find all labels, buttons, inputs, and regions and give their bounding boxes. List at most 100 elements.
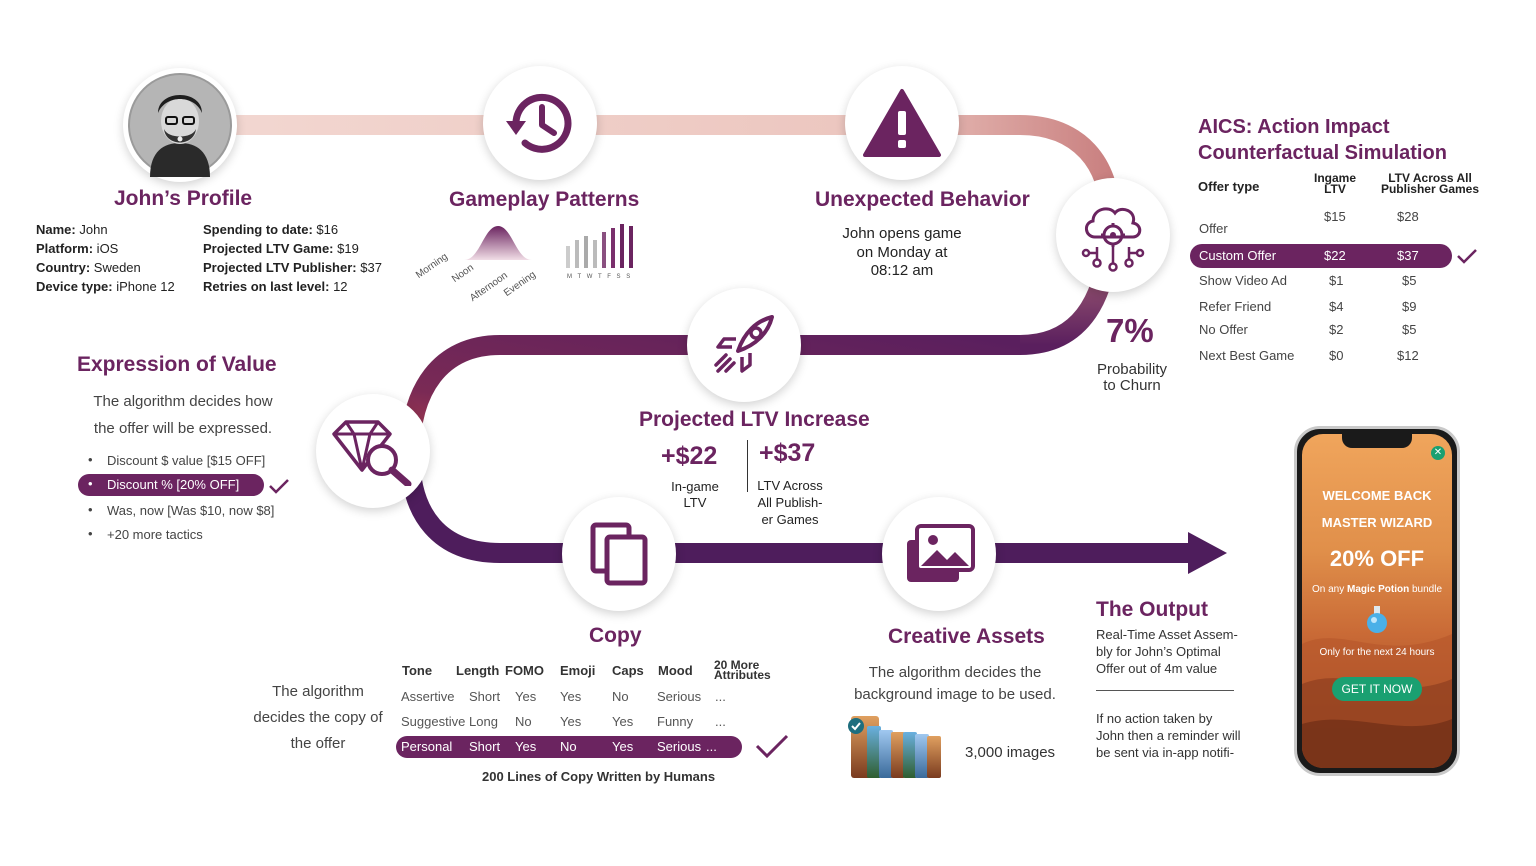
check-icon: [755, 734, 789, 759]
text-span: $16: [312, 222, 339, 237]
output-desc-line: Real-Time Asset Assem-: [1096, 627, 1238, 642]
creative-desc-line: The algorithm decides the: [868, 664, 1042, 681]
images-icon: [907, 524, 975, 582]
aics-cell: $5: [1402, 273, 1417, 288]
copy-cell: ...: [706, 739, 717, 754]
copy-header-line: 20 More: [714, 658, 760, 672]
avatar: [128, 73, 232, 177]
aics-col-line: LTV: [1324, 182, 1346, 196]
aics-cell: $22: [1324, 248, 1346, 263]
warning-icon: [863, 89, 941, 157]
aics-node: [1056, 178, 1170, 292]
copy-cell: ...: [715, 714, 726, 729]
ltv-all-value: +$37: [759, 439, 816, 467]
creative-desc-line: background image to be used.: [854, 686, 1056, 703]
aics-cell: $4: [1329, 299, 1344, 314]
copy-cell: Short: [469, 689, 501, 704]
aics-row-no-offer: No Offer $2 $5: [1190, 318, 1452, 342]
output-desc: Real-Time Asset Assem- bly for John’s Op…: [1096, 626, 1238, 677]
text-span: Discount % [20% OFF]: [107, 477, 240, 492]
copy-side-line: the offer: [290, 735, 346, 752]
unexpected-line: 08:12 am: [870, 262, 934, 279]
aics-row-offer-values: $15 $28: [1190, 206, 1452, 224]
ltv-label-line: LTV: [683, 495, 707, 510]
unexpected-node: [845, 66, 959, 180]
aics-cell: $12: [1397, 348, 1419, 363]
text-span: +20 more tactics: [107, 527, 203, 542]
copy-cell: Assertive: [401, 689, 455, 704]
copy-cell: Serious: [657, 739, 702, 754]
churn-label: Probability to Churn: [1082, 362, 1182, 394]
copy-row: Assertive Short Yes Yes No Serious...: [396, 686, 742, 708]
profile-device: Device type: iPhone 12: [36, 277, 175, 296]
aics-cell: $5: [1402, 322, 1417, 337]
copy-header-more: 20 More Attributes: [714, 658, 771, 681]
text-span: •: [88, 476, 93, 491]
text-span: Sweden: [90, 260, 141, 275]
gameplay-title: Gameplay Patterns: [449, 188, 640, 211]
aics-row-refer-friend: Refer Friend $4 $9: [1190, 295, 1452, 319]
churn-label-line: Probability: [1096, 361, 1168, 378]
output-note-line: If no action taken by: [1096, 711, 1213, 726]
phone-screen: ✕ WELCOME BACK MASTER WIZARD 20% OFF On …: [1302, 434, 1452, 768]
phone-headline-2: MASTER WIZARD: [1321, 515, 1433, 530]
output-note-line: John then a reminder will: [1096, 728, 1241, 743]
text-span: iOS: [93, 241, 119, 256]
copy-node: [562, 497, 676, 611]
aics-title: AICS: Action Impact Counterfactual Simul…: [1198, 114, 1447, 166]
rocket-icon: [714, 315, 774, 373]
ltv-ingame-value: +$22: [661, 442, 718, 470]
profile-spending: Spending to date: $16: [203, 220, 382, 239]
potion-icon: [1367, 606, 1387, 633]
text-span: John: [75, 222, 108, 237]
profile-country: Country: Sweden: [36, 258, 175, 277]
copy-side-desc: The algorithm decides the copy of the of…: [248, 679, 388, 757]
aics-cell: No Offer: [1199, 322, 1248, 337]
image-stack: [848, 716, 941, 778]
output-divider: [1096, 690, 1234, 691]
aics-col-line: LTV Across All: [1388, 171, 1472, 185]
weekday-bars: [566, 224, 633, 268]
unexpected-line: John opens game: [842, 225, 962, 242]
creative-count: 3,000 images: [965, 744, 1056, 761]
aics-row-next-best-game: Next Best Game $0 $12: [1190, 344, 1452, 368]
aics-row-video-ad: Show Video Ad $1 $5: [1190, 269, 1452, 293]
text-span: •: [88, 526, 93, 541]
diamond-search-icon: [332, 420, 412, 486]
copy-cell: Yes: [560, 689, 582, 704]
aics-col-all: LTV Across All Publisher Games: [1374, 171, 1486, 196]
desert-dunes: [1302, 634, 1452, 768]
expression-desc: The algorithm decides how the offer will…: [78, 388, 288, 442]
copy-header: Mood: [658, 663, 693, 678]
copy-row: Suggestive Long No Yes Yes Funny...: [396, 711, 742, 733]
copy-cell: Long: [469, 714, 498, 729]
unexpected-line: on Monday at: [856, 243, 948, 261]
text-span: Discount $ value [$15 OFF]: [107, 453, 266, 468]
unexpected-desc: John opens game on Monday at 08:12 am: [822, 225, 982, 281]
copy-cell: Serious: [657, 689, 702, 704]
aics-cell: Show Video Ad: [1199, 273, 1287, 288]
creative-desc: The algorithm decides the background ima…: [840, 662, 1070, 706]
ltv-label-line: LTV Across: [757, 478, 823, 493]
expression-desc-line: the offer will be expressed.: [93, 420, 273, 437]
aics-cell: $28: [1397, 209, 1419, 224]
profile-name: Name: John: [36, 220, 175, 239]
copy-cell: Short: [469, 739, 501, 754]
churn-label-line: to Churn: [1103, 377, 1161, 394]
copy-side-line: decides the copy of: [253, 709, 383, 726]
copy-header: Emoji: [560, 663, 596, 678]
phone-close-button[interactable]: ✕: [1431, 446, 1445, 460]
aics-col-line: Publisher Games: [1380, 182, 1480, 196]
text-span: Country:: [36, 260, 91, 275]
creative-node: [882, 497, 996, 611]
history-clock-icon: [506, 93, 572, 153]
copy-cell: Personal: [401, 739, 453, 754]
copy-header: Caps: [612, 663, 644, 678]
copy-header: FOMO: [505, 663, 544, 678]
profile-platform: Platform: iOS: [36, 239, 175, 258]
text-span: Projected LTV Game:: [203, 241, 334, 256]
check-icon: [269, 479, 289, 494]
phone-cta-button[interactable]: GET IT NOW: [1332, 677, 1422, 701]
copy-side-line: The algorithm: [272, 683, 364, 700]
expression-desc-line: The algorithm decides how: [93, 393, 273, 410]
